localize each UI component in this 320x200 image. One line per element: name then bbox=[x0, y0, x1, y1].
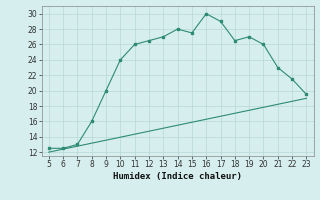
X-axis label: Humidex (Indice chaleur): Humidex (Indice chaleur) bbox=[113, 172, 242, 181]
